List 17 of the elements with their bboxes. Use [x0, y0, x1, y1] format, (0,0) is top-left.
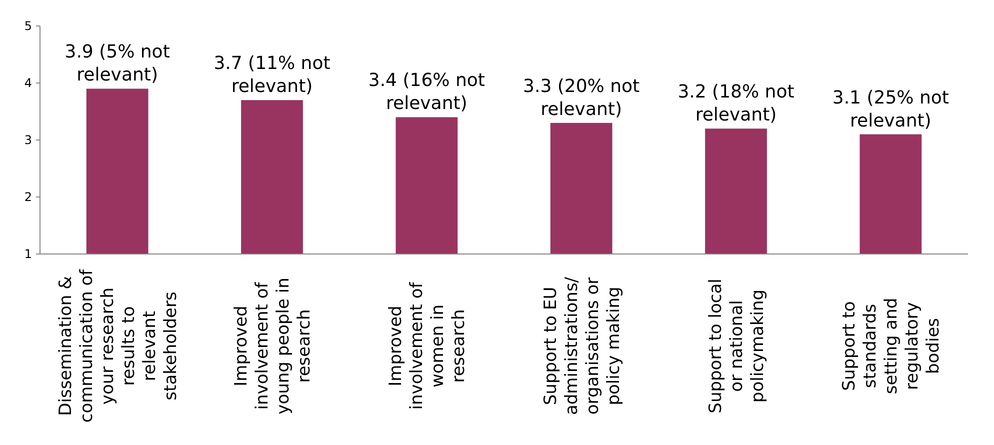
x-tick-label: Improved involvement of young people in research: [232, 278, 314, 414]
y-tick-label: 5: [24, 19, 32, 34]
y-tick-label: 3: [24, 133, 32, 148]
y-tick-label: 4: [24, 76, 32, 90]
x-tick-label: Improved involvement of women in research: [386, 281, 470, 410]
data-label: 3.9 (5% not relevant): [64, 42, 170, 86]
y-tick-label: 1: [24, 247, 32, 262]
x-tick-label: Support to EU administrations/ organisations or policy making: [540, 276, 624, 416]
data-label: 3.7 (11% not relevant): [214, 53, 330, 98]
data-label: 3.4 (16% not relevant): [368, 70, 485, 114]
y-tick-label: 2: [24, 190, 32, 204]
x-tick-label: Dissemination & communication of your research results to relevant stakeholders: [56, 268, 181, 423]
data-label: 3.2 (18% not relevant): [678, 82, 794, 126]
data-label: 3.1 (25% not relevant): [832, 87, 949, 132]
x-tick-label: Support to standards setting and regulatory bodies: [840, 298, 944, 394]
x-tick-label: Support to local or national policymaking: [706, 278, 768, 414]
data-label: 3.3 (20% not relevant): [523, 76, 640, 120]
